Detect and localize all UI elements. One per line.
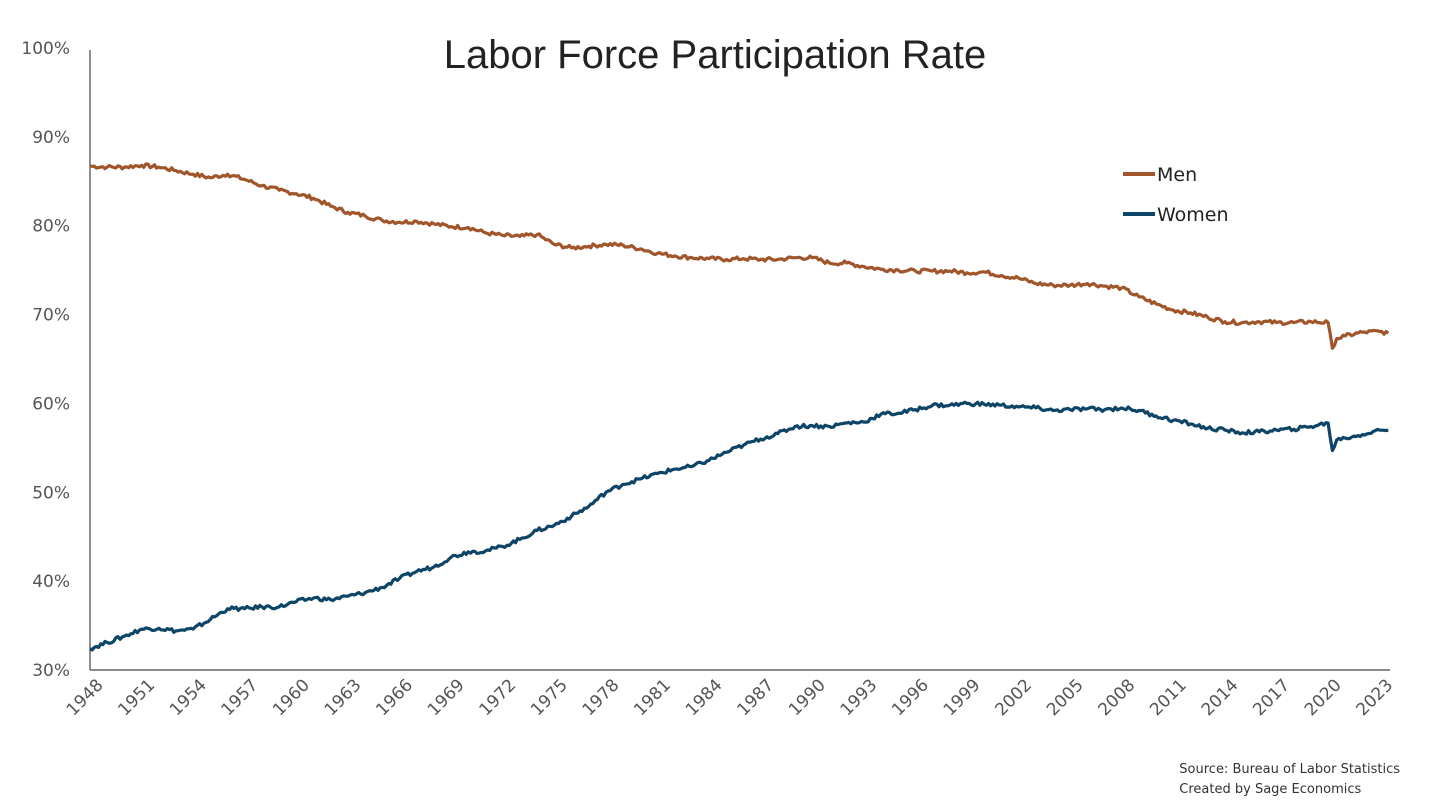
y-tick-label: 40% — [32, 572, 70, 592]
x-tick-label: 2005 — [1043, 675, 1088, 720]
y-tick-label: 50% — [32, 483, 70, 503]
x-tick-label: 2011 — [1146, 675, 1191, 720]
series-layer — [89, 162, 1390, 652]
x-tick-label: 1957 — [218, 675, 263, 720]
x-tick-label: 1990 — [785, 675, 830, 720]
x-tick-label: 1996 — [888, 675, 933, 720]
source-line: Source: Bureau of Labor Statistics — [1179, 762, 1400, 777]
y-tick-label: 60% — [32, 394, 70, 414]
x-tick-label: 1954 — [166, 675, 211, 720]
x-tick-label: 1981 — [630, 675, 675, 720]
x-tick-label: 2017 — [1249, 675, 1294, 720]
x-tick-label: 2014 — [1198, 675, 1243, 720]
x-tick-label: 2008 — [1095, 675, 1140, 720]
x-tick-label: 1993 — [837, 675, 882, 720]
series-line-women — [89, 400, 1389, 652]
y-axis-ticks: 30% 40% 50% 60% 70% 80% 90% 100% — [21, 39, 70, 681]
credit-line: Created by Sage Economics — [1179, 782, 1362, 797]
legend-label-men: Men — [1157, 164, 1197, 186]
chart-title: Labor Force Participation Rate — [444, 33, 987, 77]
y-tick-label: 90% — [32, 128, 70, 148]
y-tick-label: 100% — [21, 39, 70, 59]
x-tick-label: 2002 — [991, 675, 1036, 720]
legend: Men Women — [1123, 164, 1229, 226]
x-tick-label: 1987 — [733, 675, 778, 720]
y-tick-label: 80% — [32, 217, 70, 237]
legend-label-women: Women — [1157, 204, 1229, 226]
x-tick-label: 1951 — [114, 675, 159, 720]
x-axis-ticks: 1948 1951 1954 1957 1960 1963 1966 1969 1972 1975… — [63, 675, 1397, 720]
y-tick-label: 30% — [32, 661, 70, 681]
x-tick-label: 2020 — [1301, 675, 1346, 720]
x-tick-label: 1975 — [527, 675, 572, 720]
x-tick-label: 2023 — [1352, 675, 1397, 720]
x-tick-label: 1972 — [475, 675, 520, 720]
y-tick-label: 70% — [32, 306, 70, 326]
x-tick-label: 1978 — [579, 675, 624, 720]
series-line-men — [89, 162, 1390, 350]
x-tick-label: 1963 — [321, 675, 366, 720]
x-tick-label: 1948 — [63, 675, 108, 720]
source-note: Source: Bureau of Labor Statistics Creat… — [1179, 760, 1400, 800]
x-tick-label: 1969 — [424, 675, 469, 720]
x-tick-label: 1966 — [372, 675, 417, 720]
x-tick-label: 1984 — [682, 675, 727, 720]
x-tick-label: 1999 — [940, 675, 985, 720]
x-tick-label: 1960 — [269, 675, 314, 720]
